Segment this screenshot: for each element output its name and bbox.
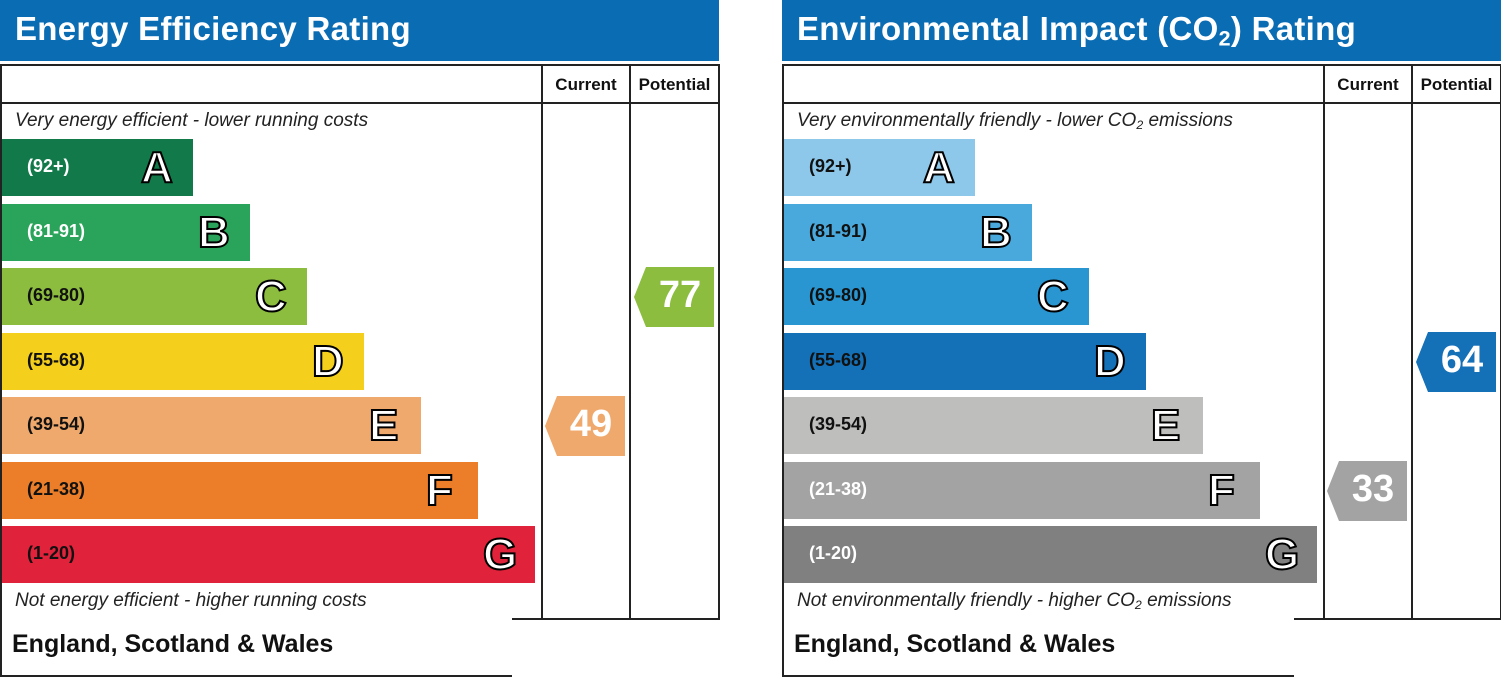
energy-footer: England, Scotland & Wales (0, 618, 512, 677)
energy-title: Energy Efficiency Rating (15, 10, 411, 47)
band-range-label: (39-54) (809, 414, 868, 434)
rating-band-b: (81-91) B (2, 203, 250, 261)
environmental-footer-text: England, Scotland & Wales (794, 630, 1116, 658)
band-letter: C (1036, 271, 1070, 322)
band-letter: B (979, 207, 1013, 258)
rating-band-a: (92+) A (2, 139, 193, 196)
environmental-chart-box: Current Potential Very environmentally f… (782, 64, 1501, 620)
band-range-label: (55-68) (27, 349, 86, 370)
band-range-label: (92+) (27, 156, 70, 176)
band-range-label: (55-68) (809, 349, 868, 370)
band-letter: F (1207, 465, 1236, 516)
band-range-label: (1-20) (809, 543, 858, 563)
environmental-current-header: Current (1337, 75, 1399, 94)
environmental-potential-rating-value: 64 (1440, 338, 1484, 381)
band-range-label: (69-80) (27, 285, 86, 305)
band-letter: D (1093, 336, 1127, 387)
energy-top-note: Very energy efficient - lower running co… (15, 110, 369, 131)
energy-footer-text: England, Scotland & Wales (12, 630, 334, 658)
environmental-title-bar: Environmental Impact (CO2) Rating (782, 0, 1501, 61)
band-letter: F (425, 465, 454, 516)
rating-band-d: (55-68) D (784, 332, 1146, 390)
band-letter: A (922, 142, 956, 193)
environmental-current-divider (1323, 66, 1325, 618)
environmental-bottom-note: Not environmentally friendly - higher CO… (797, 590, 1232, 613)
rating-band-f: (21-38) F (2, 461, 478, 519)
rating-band-f: (21-38) F (784, 461, 1260, 519)
energy-current-header: Current (555, 75, 617, 94)
energy-current-rating-value: 49 (569, 403, 613, 445)
environmental-top-note: Very environmentally friendly - lower CO… (797, 110, 1233, 133)
energy-current-divider (541, 66, 543, 618)
band-range-label: (69-80) (809, 285, 868, 305)
band-letter: C (254, 271, 288, 322)
band-range-label: (21-38) (809, 478, 868, 499)
energy-potential-rating-value: 77 (658, 274, 702, 316)
rating-band-d: (55-68) D (2, 332, 364, 390)
environmental-impact-panel: Environmental Impact (CO2) Rating Curren… (782, 0, 1501, 677)
environmental-potential-rating-arrow: 64 (1416, 331, 1496, 392)
environmental-header-rule (784, 102, 1500, 104)
band-range-label: (81-91) (809, 220, 868, 241)
environmental-potential-divider (1411, 66, 1413, 618)
band-letter: E (368, 400, 399, 451)
band-range-label: (39-54) (27, 414, 86, 434)
energy-potential-rating-arrow: 77 (634, 267, 714, 327)
rating-band-a: (92+) A (784, 139, 975, 196)
rating-band-b: (81-91) B (784, 203, 1032, 261)
energy-potential-divider (629, 66, 631, 618)
rating-band-c: (69-80) C (784, 268, 1089, 325)
rating-band-e: (39-54) E (2, 397, 421, 454)
energy-bottom-note: Not energy efficient - higher running co… (15, 590, 367, 611)
environmental-title: Environmental Impact (CO2) Rating (797, 10, 1357, 51)
band-letter: B (197, 207, 231, 258)
environmental-current-rating-arrow: 33 (1327, 460, 1407, 521)
rating-band-c: (69-80) C (2, 268, 307, 325)
rating-band-e: (39-54) E (784, 397, 1203, 454)
rating-band-g: (1-20) G (784, 526, 1317, 583)
environmental-potential-header: Potential (1420, 75, 1493, 94)
energy-header-rule (2, 102, 718, 104)
energy-title-bar: Energy Efficiency Rating (0, 0, 719, 61)
band-letter: E (1150, 400, 1181, 451)
rating-band-g: (1-20) G (2, 526, 535, 583)
band-range-label: (1-20) (27, 543, 76, 563)
band-range-label: (92+) (809, 156, 852, 176)
band-range-label: (81-91) (27, 220, 86, 241)
energy-efficiency-panel: Energy Efficiency Rating Current Potenti… (0, 0, 720, 677)
band-letter: G (1264, 529, 1300, 580)
environmental-current-rating-value: 33 (1351, 467, 1395, 510)
band-letter: A (140, 142, 174, 193)
energy-current-rating-arrow: 49 (545, 396, 625, 456)
environmental-footer: England, Scotland & Wales (782, 618, 1294, 677)
energy-chart-box: Current Potential Very energy efficient … (0, 64, 720, 620)
band-letter: D (311, 336, 345, 387)
band-range-label: (21-38) (27, 478, 86, 499)
band-letter: G (482, 529, 518, 580)
energy-potential-header: Potential (638, 75, 711, 94)
